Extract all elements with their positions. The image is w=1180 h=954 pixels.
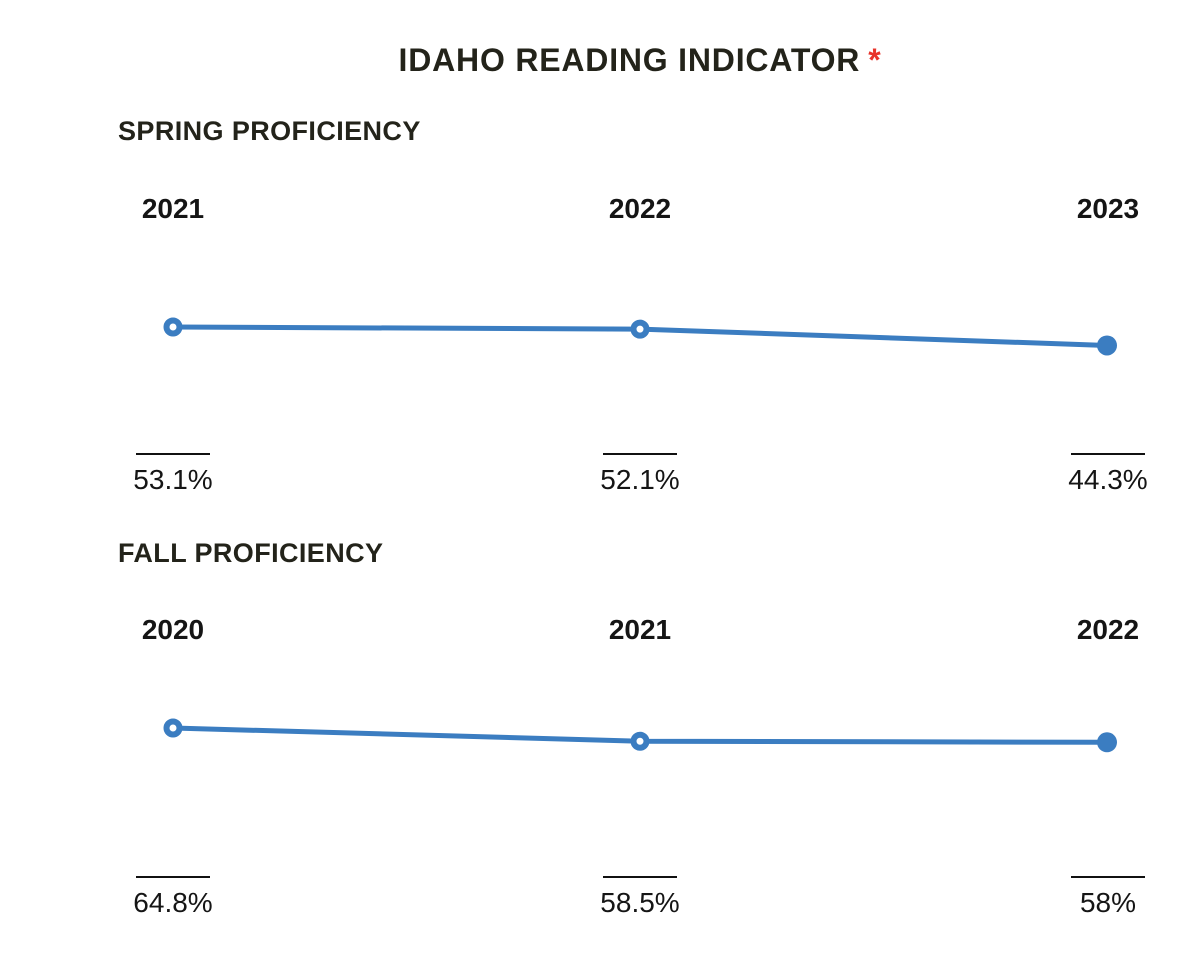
spring-value-2021: 53.1% — [133, 464, 213, 495]
data-point-2022 — [630, 319, 650, 339]
value-overline — [603, 876, 677, 878]
value-overline — [136, 453, 210, 455]
value-overline — [1071, 453, 1145, 455]
spring-value-2023: 44.3% — [1068, 464, 1148, 495]
spring-value-cell: 44.3% — [988, 453, 1180, 496]
data-point-2021 — [630, 731, 650, 751]
footnote-asterisk: * — [868, 42, 882, 78]
data-point-2021 — [163, 317, 183, 337]
spring-trend-chart — [163, 317, 1117, 356]
data-point-2023 — [1097, 335, 1117, 356]
fall-value-2021: 58.5% — [600, 887, 680, 918]
fall-value-2022: 58% — [1079, 887, 1137, 918]
spring-value-2022: 52.1% — [600, 464, 680, 495]
spring-value-cell: 52.1% — [520, 453, 760, 496]
page-title: IDAHO READING INDICATOR * — [100, 42, 1180, 79]
fall-year-label-2021: 2021 — [608, 614, 672, 645]
fall-value-cell: 58% — [988, 876, 1180, 919]
page-title-text: IDAHO READING INDICATOR — [398, 42, 861, 78]
spring-value-cell: 53.1% — [53, 453, 293, 496]
spring-year-label-2021: 2021 — [141, 193, 205, 224]
fall-year-label-2020: 2020 — [141, 614, 205, 645]
fall-proficiency-heading: FALL PROFICIENCY — [118, 538, 384, 568]
fall-value-cell: 64.8% — [53, 876, 293, 919]
spring-proficiency-heading: SPRING PROFICIENCY — [118, 116, 421, 146]
value-overline — [1071, 876, 1145, 878]
fall-trend-chart — [163, 718, 1117, 753]
data-point-2020 — [163, 718, 183, 738]
value-overline — [603, 453, 677, 455]
spring-year-label-2023: 2023 — [1076, 193, 1140, 224]
fall-value-2020: 64.8% — [133, 887, 213, 918]
value-overline — [136, 876, 210, 878]
fall-year-label-2022: 2022 — [1076, 614, 1140, 645]
fall-value-cell: 58.5% — [520, 876, 760, 919]
data-point-2022 — [1097, 732, 1117, 753]
spring-year-label-2022: 2022 — [608, 193, 672, 224]
